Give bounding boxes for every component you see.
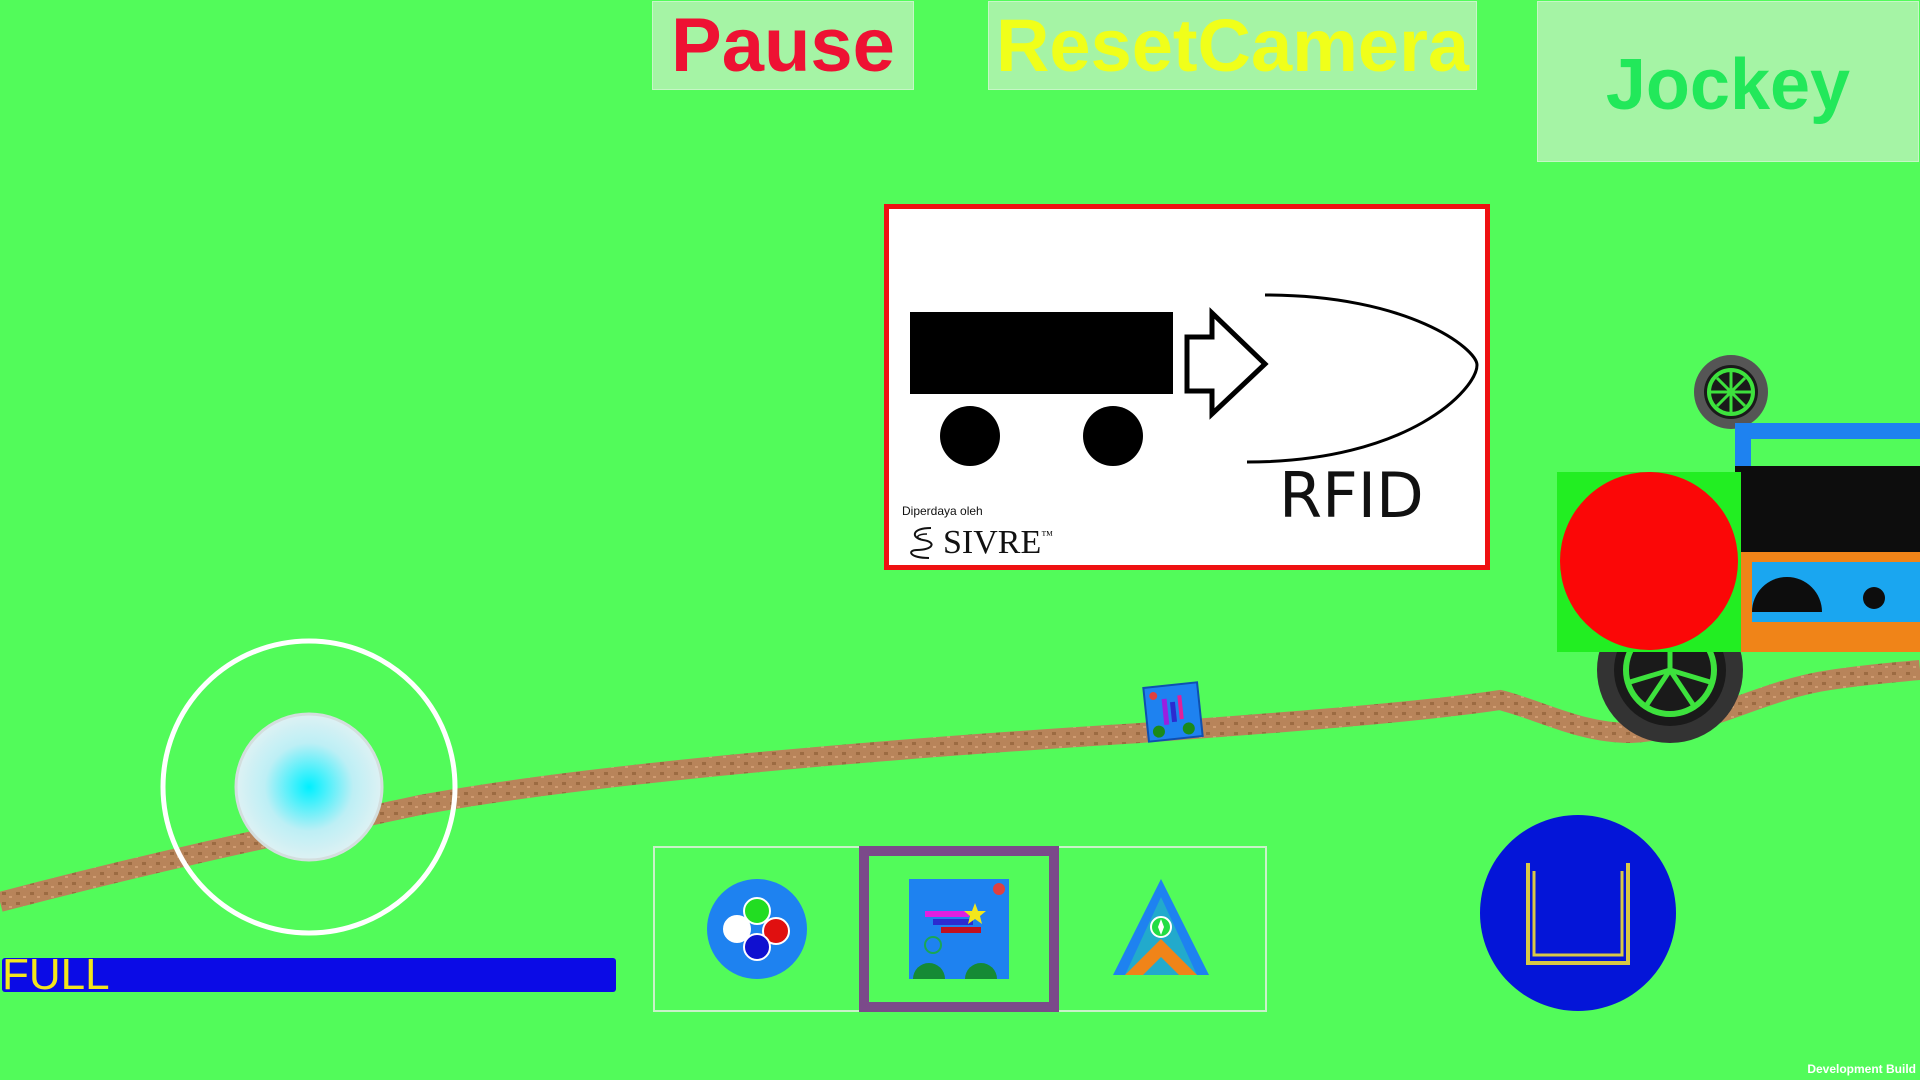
reset-camera-button[interactable]: ResetCamera — [988, 1, 1477, 90]
truck-body — [1557, 423, 1920, 652]
tent-icon — [1113, 879, 1209, 975]
pause-button-label: Pause — [671, 3, 895, 88]
virtual-joystick[interactable] — [160, 638, 458, 936]
reset-camera-label: ResetCamera — [995, 4, 1470, 87]
item-hotbar — [653, 846, 1267, 1012]
fuel-bar — [2, 958, 616, 992]
bucket-icon — [1526, 863, 1630, 965]
joystick-ring — [160, 638, 458, 936]
pause-button[interactable]: Pause — [652, 1, 914, 90]
fuel-label: FULL — [2, 950, 110, 999]
development-build-label: Development Build — [1807, 1062, 1916, 1076]
hotbar-slot-2[interactable] — [859, 846, 1059, 1012]
color-wheel-icon — [707, 879, 807, 979]
sivre-logo: SIVRE ™ — [903, 524, 1053, 562]
map-crate[interactable] — [1142, 681, 1204, 743]
jockey-button-label: Jockey — [1605, 44, 1851, 125]
action-button[interactable] — [1480, 815, 1676, 1011]
sivre-swirl-icon — [910, 527, 933, 559]
jockey-button[interactable]: Jockey — [1537, 1, 1919, 162]
hotbar-slot-3[interactable] — [1059, 848, 1263, 1010]
map-card-icon — [909, 879, 1009, 979]
rfid-label: RFID — [1279, 459, 1424, 532]
powered-by-label: Diperdaya oleh — [902, 504, 983, 518]
sivre-brand: SIVRE — [943, 524, 1042, 561]
truck-to-reader-icon — [910, 293, 1479, 466]
spare-wheel — [1694, 355, 1768, 429]
hotbar-slot-1[interactable] — [655, 848, 859, 1010]
rfid-sign: RFID Diperdaya oleh SIVRE ™ — [884, 204, 1490, 570]
sivre-trademark: ™ — [1041, 528, 1053, 542]
joystick-knob[interactable] — [234, 712, 384, 862]
